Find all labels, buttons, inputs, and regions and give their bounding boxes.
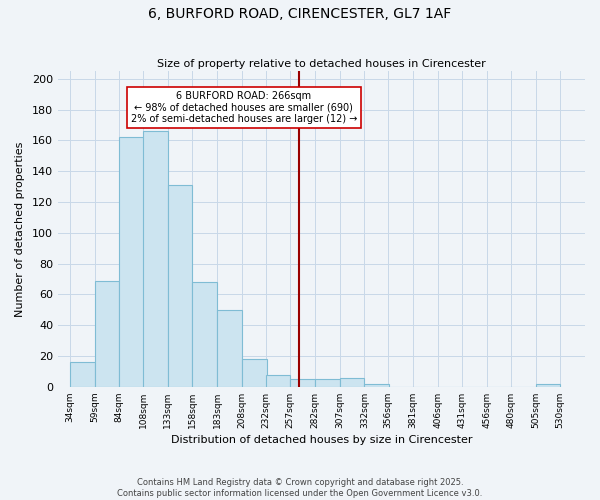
Text: Contains HM Land Registry data © Crown copyright and database right 2025.
Contai: Contains HM Land Registry data © Crown c… — [118, 478, 482, 498]
Title: Size of property relative to detached houses in Cirencester: Size of property relative to detached ho… — [157, 59, 486, 69]
Text: 6, BURFORD ROAD, CIRENCESTER, GL7 1AF: 6, BURFORD ROAD, CIRENCESTER, GL7 1AF — [148, 8, 452, 22]
Text: 6 BURFORD ROAD: 266sqm
← 98% of detached houses are smaller (690)
2% of semi-det: 6 BURFORD ROAD: 266sqm ← 98% of detached… — [131, 91, 357, 124]
Bar — [536, 384, 560, 387]
X-axis label: Distribution of detached houses by size in Cirencester: Distribution of detached houses by size … — [171, 435, 472, 445]
Y-axis label: Number of detached properties: Number of detached properties — [15, 142, 25, 316]
Bar — [266, 374, 290, 387]
Bar — [217, 310, 242, 387]
Bar — [95, 280, 119, 387]
Bar — [340, 378, 364, 387]
Bar — [242, 359, 266, 387]
Bar — [315, 379, 340, 387]
Bar — [193, 282, 217, 387]
Bar — [167, 185, 193, 387]
Bar — [143, 131, 167, 387]
Bar — [119, 138, 144, 387]
Bar — [70, 362, 95, 387]
Bar — [364, 384, 389, 387]
Bar — [290, 379, 315, 387]
